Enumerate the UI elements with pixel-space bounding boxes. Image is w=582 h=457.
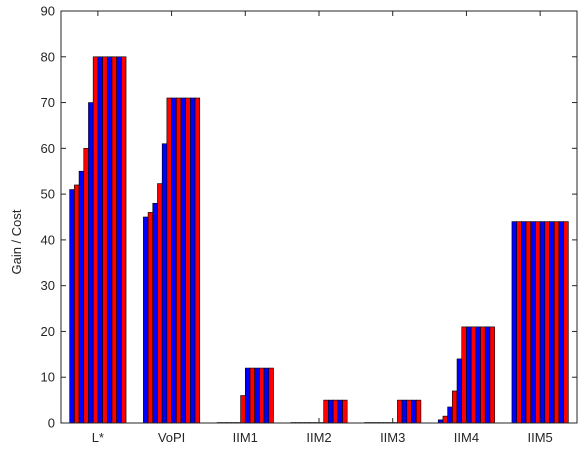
y-axis-title: Gain / Cost — [9, 209, 24, 274]
x-tick-label-IIM5: IIM5 — [527, 430, 552, 445]
bar-VoPI-12 — [194, 97, 201, 424]
x-tick-label-IIM4: IIM4 — [454, 430, 479, 445]
bar-IIM1-10 — [259, 367, 265, 424]
bar-IIM4-7 — [466, 326, 472, 424]
bar-VoPI-9 — [180, 97, 186, 424]
bar-VoPI-4 — [157, 183, 163, 424]
bar-IIM4-5 — [456, 358, 463, 424]
bar-VoPI-10 — [185, 97, 191, 424]
y-tick-label: 30 — [41, 278, 55, 293]
bar-IIM4-10 — [480, 326, 486, 424]
y-tick-label: 0 — [48, 416, 55, 431]
bar-IIM2-8 — [323, 399, 329, 424]
bar-L*-2 — [74, 184, 80, 424]
y-tick-label: 40 — [41, 232, 55, 247]
bar-L*-11 — [116, 56, 122, 424]
bar-L*-4 — [83, 148, 89, 424]
bar-VoPI-2 — [147, 212, 154, 424]
bar-IIM1-11 — [263, 367, 270, 424]
bar-IIM5-3 — [521, 221, 527, 424]
bar-IIM5-2 — [516, 221, 522, 424]
x-tick-label-IIM1: IIM1 — [233, 430, 258, 445]
bar-IIM3-11 — [411, 399, 417, 424]
y-tick-label: 90 — [41, 4, 55, 19]
bar-L*-6 — [92, 56, 99, 424]
bar-L*-8 — [102, 56, 108, 424]
y-tick-label: 70 — [41, 95, 55, 110]
bar-VoPI-5 — [161, 143, 168, 424]
bar-IIM5-5 — [530, 221, 536, 424]
bar-L*-1 — [69, 189, 75, 424]
bar-VoPI-6 — [166, 97, 172, 424]
bar-IIM4-9 — [475, 326, 481, 424]
bar-IIM1-7 — [244, 367, 251, 424]
bar-IIM5-1 — [511, 221, 517, 424]
bar-IIM3-9 — [401, 399, 408, 424]
bar-L*-10 — [111, 56, 117, 424]
bar-IIM4-6 — [461, 326, 467, 424]
bar-IIM4-11 — [484, 326, 491, 424]
bar-L*-7 — [97, 56, 103, 424]
x-tick-label-IIM2: IIM2 — [306, 430, 331, 445]
y-tick-label: 60 — [41, 141, 55, 156]
y-tick-label: 10 — [41, 370, 55, 385]
y-tick-label: 80 — [41, 49, 55, 64]
bar-IIM5-12 — [563, 221, 569, 424]
bar-IIM1-8 — [249, 367, 255, 424]
bar-VoPI-1 — [143, 216, 149, 424]
bar-IIM4-8 — [470, 326, 477, 424]
bar-L*-5 — [88, 102, 94, 424]
y-tick-label: 50 — [41, 187, 55, 202]
bar-IIM3-8 — [397, 399, 403, 424]
bar-IIM2-10 — [332, 399, 339, 424]
bar-IIM3-10 — [406, 399, 412, 424]
bar-IIM5-8 — [544, 221, 550, 424]
bar-IIM2-11 — [337, 399, 343, 424]
bar-IIM5-4 — [525, 221, 532, 424]
bar-IIM1-9 — [254, 367, 260, 424]
x-tick-label-L*: L* — [92, 430, 104, 445]
bar-IIM2-9 — [328, 399, 334, 424]
bar-L*-3 — [78, 170, 85, 424]
bar-L*-9 — [106, 56, 113, 424]
bar-IIM5-9 — [549, 221, 555, 424]
bar-IIM5-10 — [553, 221, 560, 424]
bar-IIM4-4 — [452, 390, 458, 424]
bar-IIM1-6 — [240, 395, 246, 424]
bar-VoPI-11 — [190, 97, 196, 424]
bar-IIM5-6 — [535, 221, 541, 424]
x-tick-label-VoPI: VoPI — [158, 430, 185, 445]
bar-IIM3-12 — [415, 399, 422, 424]
x-tick-label-IIM3: IIM3 — [380, 430, 405, 445]
bar-VoPI-8 — [175, 97, 182, 424]
bar-IIM2-12 — [342, 399, 348, 424]
bar-IIM4-3 — [447, 406, 453, 424]
y-tick-label: 20 — [41, 324, 55, 339]
axes-layer: 0 10 20 30 40 50 60 70 80 90 L* VoPI IIM1 IIM2 IIM3 IIM… — [41, 4, 578, 445]
bar-IIM5-7 — [539, 221, 546, 424]
bar-VoPI-3 — [152, 202, 158, 424]
bar-IIM4-12 — [489, 326, 495, 424]
bar-IIM1-12 — [268, 367, 274, 424]
bar-VoPI-7 — [171, 97, 177, 424]
bar-IIM4-2 — [442, 415, 448, 424]
bar-IIM5-11 — [558, 221, 564, 424]
bar-L*-12 — [121, 56, 127, 424]
